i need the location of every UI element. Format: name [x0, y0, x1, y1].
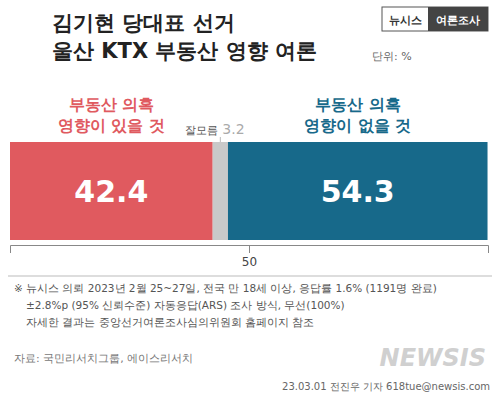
badge-fill: [428, 7, 488, 31]
logo: NEWSIS: [380, 344, 486, 372]
series-label: 잘모름: [185, 124, 218, 137]
series-label: 부동산 의혹영향이 있을 것: [58, 95, 165, 135]
unit-label: 단위: %: [372, 50, 412, 63]
bars: [10, 142, 488, 240]
badge: 뉴시스 여론조사: [382, 7, 488, 31]
source: 자료: 국민리서치그룹, 에이스리서치: [14, 352, 193, 365]
note: ※ 뉴시스 의뢰 2023년 2월 25~27일, 전국 만 18세 이상, 응…: [14, 282, 437, 294]
x-axis: 50: [11, 245, 489, 269]
badge-text: 뉴시스: [389, 14, 422, 27]
data-label: 3.2: [222, 121, 244, 137]
note: 자세한 결과는 중앙선거여론조사심의위원회 홈페이지 참조: [26, 316, 314, 328]
badge-text: 여론조사: [436, 14, 480, 27]
note: ±2.8%p (95% 신뢰수준) 자동응답(ARS) 조사 방식, 무선(10…: [26, 299, 345, 311]
credit: 23.03.01 전진우 기자 618tue@newsis.com: [282, 381, 490, 392]
bar-segment: [228, 142, 488, 240]
chart: 김기현 당대표 선거울산 KTX 부동산 영향 여론단위: % 뉴시스 여론조사 50…: [0, 0, 500, 398]
data-label: 54.3: [321, 174, 395, 209]
tick-label: 50: [242, 255, 257, 269]
bar-segment: [10, 142, 213, 240]
leader-line: [220, 137, 221, 142]
axis-line: [11, 246, 489, 254]
data-label: 42.4: [74, 174, 148, 209]
series-label: 부동산 의혹영향이 없을 것: [304, 95, 411, 135]
tick-mark: [249, 245, 250, 253]
tick: 50: [242, 245, 257, 269]
bar-segment: [213, 142, 228, 240]
badge-frame: [382, 7, 488, 31]
separator: [8, 276, 492, 277]
title: 김기현 당대표 선거울산 KTX 부동산 영향 여론: [52, 11, 317, 63]
